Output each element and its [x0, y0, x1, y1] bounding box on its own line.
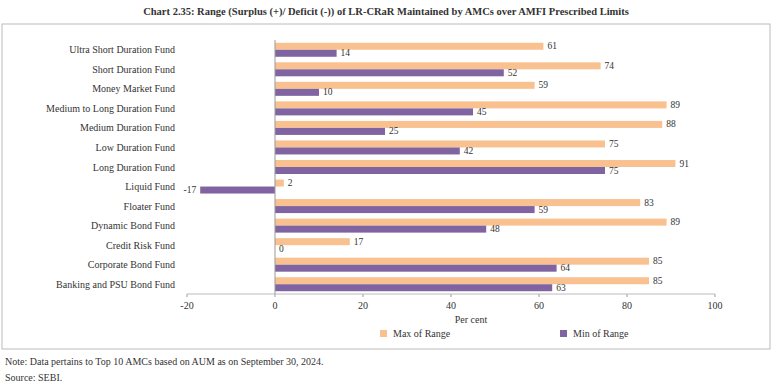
category-label: Low Duration Fund — [96, 142, 175, 153]
x-tick-label: 40 — [446, 300, 456, 311]
category-label: Ultra Short Duration Fund — [69, 44, 175, 55]
x-tick-label: 100 — [708, 300, 723, 311]
bar — [275, 147, 460, 154]
category-label: Corporate Bond Fund — [88, 259, 175, 270]
data-label: 89 — [671, 217, 681, 227]
x-axis — [187, 294, 715, 295]
data-label: 85 — [653, 276, 663, 286]
bar — [275, 121, 662, 128]
category-label: Liquid Fund — [125, 181, 175, 192]
bar — [275, 265, 557, 272]
x-tick-label: 20 — [358, 300, 368, 311]
bar — [275, 108, 473, 115]
bar — [275, 238, 350, 245]
data-label: 75 — [609, 166, 619, 176]
bar — [275, 43, 543, 50]
category-label: Credit Risk Fund — [106, 240, 175, 251]
bar — [275, 50, 337, 57]
data-label: 88 — [666, 119, 676, 129]
data-label: 42 — [464, 146, 474, 156]
data-label: 45 — [477, 107, 487, 117]
legend-swatch — [560, 330, 567, 337]
x-axis-label: Per cent — [455, 314, 488, 325]
data-label: 25 — [389, 126, 399, 136]
category-label: Short Duration Fund — [92, 64, 175, 75]
zero-line — [275, 40, 276, 294]
data-label: 0 — [279, 244, 284, 254]
data-label: 61 — [547, 41, 557, 51]
source: Source: SEBI. — [5, 372, 62, 383]
data-label: 85 — [653, 256, 663, 266]
legend-label: Min of Range — [573, 328, 629, 339]
data-label: 63 — [556, 283, 566, 293]
data-label: 10 — [323, 87, 333, 97]
category-label: Long Duration Fund — [93, 162, 175, 173]
data-label: -17 — [184, 185, 197, 195]
bar — [275, 101, 667, 108]
data-label: 52 — [508, 68, 518, 78]
category-label: Floater Fund — [124, 201, 175, 212]
bar — [200, 187, 275, 194]
title: Chart 2.35: Range (Surplus (+)/ Deficit … — [143, 6, 629, 18]
bar — [275, 62, 601, 69]
data-label: 48 — [490, 224, 500, 234]
bars — [200, 43, 675, 291]
x-tick-label: 0 — [273, 300, 278, 311]
legend: Max of Range Min of Range — [380, 328, 629, 339]
bar — [275, 199, 640, 206]
data-label: 14 — [341, 48, 351, 58]
x-tick-label: 80 — [622, 300, 632, 311]
labels: Ultra Short Duration Fund 61 14 Short Durat… — [46, 41, 689, 292]
bar — [275, 82, 535, 89]
category-label: Medium Duration Fund — [80, 122, 175, 133]
data-label: 17 — [354, 237, 364, 247]
note: Note: Data pertains to Top 10 AMCs based… — [5, 356, 324, 367]
data-label: 59 — [539, 205, 549, 215]
bar — [275, 140, 605, 147]
bar — [275, 284, 552, 291]
bar — [275, 219, 667, 226]
bar — [275, 180, 284, 187]
x-tick-label: 60 — [534, 300, 544, 311]
data-label: 2 — [288, 178, 293, 188]
data-label: 74 — [605, 61, 615, 71]
bar — [275, 128, 385, 135]
legend-swatch — [380, 330, 387, 337]
data-label: 89 — [671, 100, 681, 110]
chart: Chart 2.35: Range (Surplus (+)/ Deficit … — [0, 0, 772, 388]
chart-frame — [2, 24, 770, 349]
bar — [275, 89, 319, 96]
bar — [275, 167, 605, 174]
data-label: 59 — [539, 80, 549, 90]
category-label: Dynamic Bond Fund — [91, 220, 175, 231]
data-label: 83 — [644, 198, 654, 208]
category-label: Medium to Long Duration Fund — [46, 103, 175, 114]
bar — [275, 206, 535, 213]
category-label: Banking and PSU Bond Fund — [56, 279, 175, 290]
bar — [275, 277, 649, 284]
x-tick-label: -20 — [180, 300, 193, 311]
bar — [275, 258, 649, 265]
bar — [275, 69, 504, 76]
data-label: 91 — [679, 159, 689, 169]
bar — [275, 226, 486, 233]
data-label: 64 — [561, 263, 571, 273]
data-label: 75 — [609, 139, 619, 149]
legend-label: Max of Range — [393, 328, 451, 339]
category-label: Money Market Fund — [92, 83, 175, 94]
